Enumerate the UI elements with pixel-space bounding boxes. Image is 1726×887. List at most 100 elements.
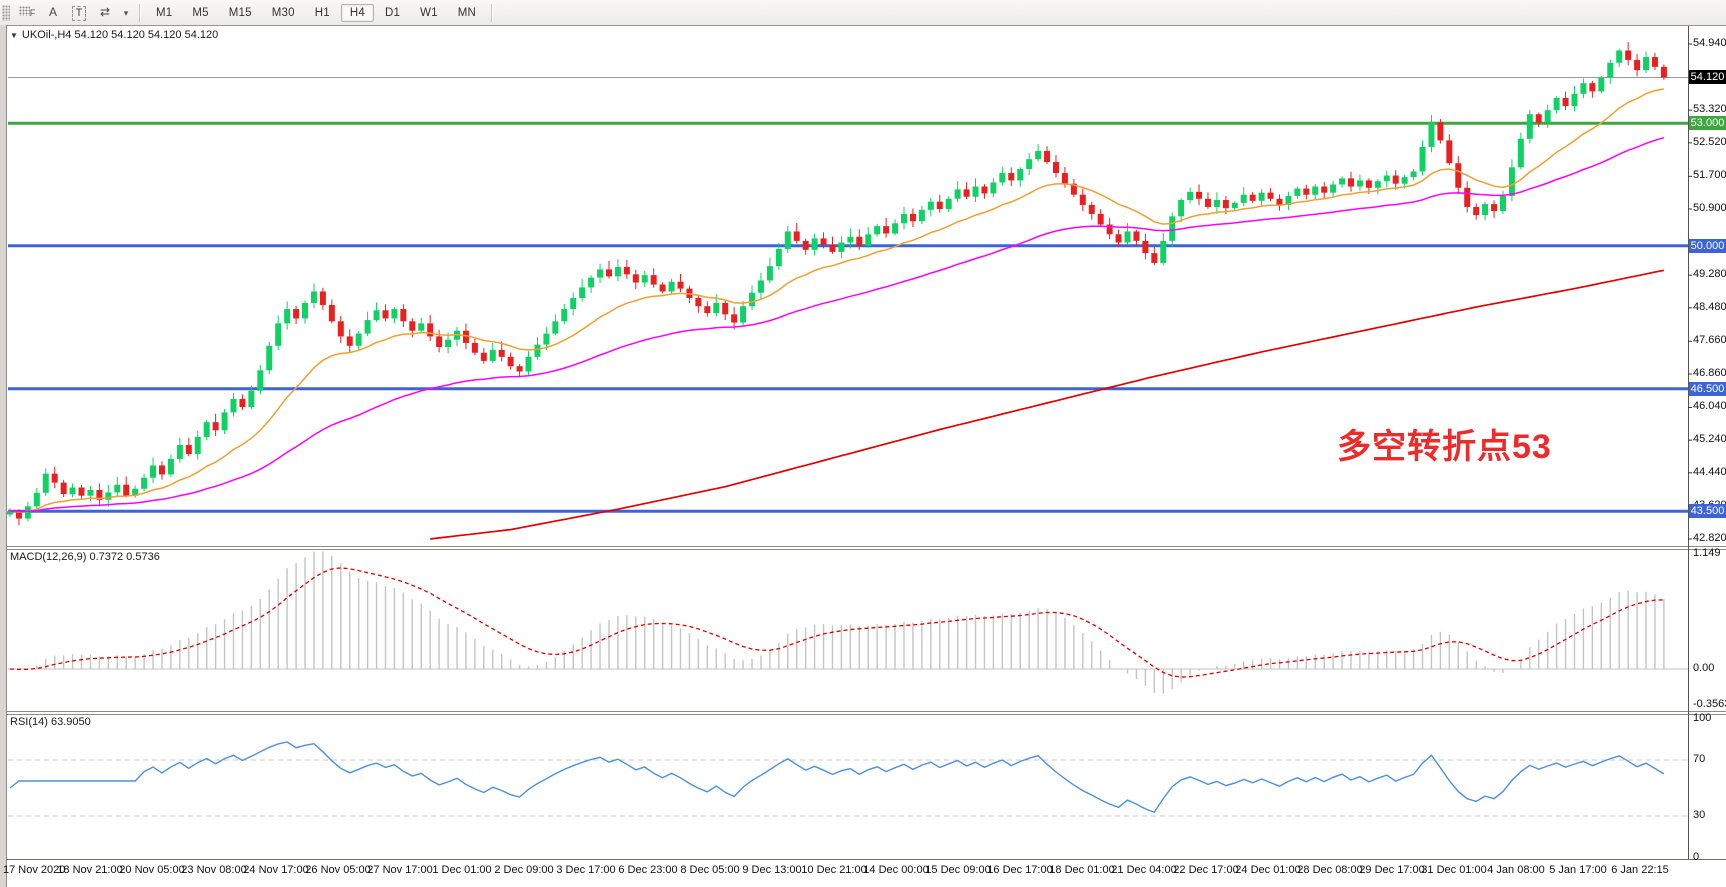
candle-body[interactable] — [1660, 66, 1667, 78]
candle-body[interactable] — [1160, 240, 1167, 263]
candle-body[interactable] — [150, 465, 157, 478]
candle-body[interactable] — [382, 310, 389, 319]
candle-body[interactable] — [141, 477, 148, 489]
candle-body[interactable] — [883, 226, 890, 234]
candle-body[interactable] — [1151, 253, 1158, 263]
candle-body[interactable] — [257, 370, 264, 391]
candle-body[interactable] — [87, 489, 94, 496]
timeframe-button-h1[interactable]: H1 — [314, 6, 330, 19]
candle-body[interactable] — [96, 489, 103, 500]
candle-body[interactable] — [570, 298, 577, 310]
candle-body[interactable] — [373, 310, 380, 321]
candle-body[interactable] — [534, 344, 541, 357]
candle-body[interactable] — [462, 330, 469, 343]
candle-body[interactable] — [1562, 97, 1569, 107]
candle-body[interactable] — [1070, 183, 1077, 195]
candle-body[interactable] — [310, 291, 317, 303]
candle-body[interactable] — [1392, 175, 1399, 184]
candle-body[interactable] — [1017, 168, 1024, 181]
candle-body[interactable] — [659, 284, 666, 292]
symbol-ohlc-line[interactable]: ▼ UKOil-,H4 54.120 54.120 54.120 54.120 — [10, 29, 218, 41]
candle-body[interactable] — [856, 236, 863, 246]
candle-body[interactable] — [319, 291, 326, 305]
candle-body[interactable] — [838, 242, 845, 252]
candle-body[interactable] — [230, 398, 237, 413]
candle-body[interactable] — [1061, 173, 1068, 184]
candle-body[interactable] — [33, 492, 40, 507]
candle-body[interactable] — [507, 356, 514, 367]
candle-body[interactable] — [284, 309, 291, 324]
candle-body[interactable] — [1598, 77, 1605, 92]
candle-body[interactable] — [1356, 180, 1363, 187]
candle-body[interactable] — [1294, 188, 1301, 196]
candle-body[interactable] — [1526, 114, 1533, 139]
candle-body[interactable] — [498, 349, 505, 357]
candle-body[interactable] — [1419, 146, 1426, 172]
candle-body[interactable] — [1571, 93, 1578, 107]
candle-body[interactable] — [418, 323, 425, 331]
candle-body[interactable] — [1544, 110, 1551, 123]
candle-body[interactable] — [784, 231, 791, 250]
candle-body[interactable] — [981, 186, 988, 194]
candle-body[interactable] — [829, 244, 836, 252]
candle-body[interactable] — [266, 345, 273, 371]
candle-body[interactable] — [1330, 184, 1337, 193]
candle-body[interactable] — [793, 231, 800, 241]
candle-body[interactable] — [552, 321, 559, 334]
candle-body[interactable] — [1464, 187, 1471, 207]
candle-body[interactable] — [1258, 192, 1265, 201]
candle-body[interactable] — [999, 173, 1006, 183]
candle-body[interactable] — [695, 298, 702, 307]
candle-body[interactable] — [1607, 62, 1614, 78]
candle-body[interactable] — [543, 333, 550, 345]
candle-body[interactable] — [346, 336, 353, 346]
candle-body[interactable] — [1321, 186, 1328, 193]
candle-body[interactable] — [820, 238, 827, 245]
candle-body[interactable] — [391, 309, 398, 319]
candle-body[interactable] — [1553, 97, 1560, 111]
candle-body[interactable] — [158, 465, 165, 475]
text-box-icon[interactable]: T — [68, 3, 90, 24]
candle-body[interactable] — [614, 266, 621, 277]
candle-body[interactable] — [802, 240, 809, 250]
candle-body[interactable] — [605, 269, 612, 277]
candle-body[interactable] — [42, 473, 49, 493]
candle-body[interactable] — [1008, 173, 1015, 181]
candle-body[interactable] — [114, 484, 121, 493]
candle-body[interactable] — [489, 349, 496, 361]
candle-body[interactable] — [275, 323, 282, 346]
candle-body[interactable] — [1446, 140, 1453, 164]
candle-body[interactable] — [51, 473, 58, 483]
candle-body[interactable] — [668, 281, 675, 292]
dropdown-caret-icon[interactable]: ▾ — [123, 8, 129, 19]
candle-body[interactable] — [1383, 175, 1390, 182]
candle-body[interactable] — [775, 249, 782, 267]
candle-body[interactable] — [1106, 224, 1113, 235]
candle-body[interactable] — [132, 488, 139, 496]
candle-body[interactable] — [918, 209, 925, 222]
candle-body[interactable] — [1267, 192, 1274, 199]
candle-body[interactable] — [1517, 138, 1524, 168]
candle-body[interactable] — [874, 226, 881, 235]
candle-body[interactable] — [1178, 200, 1185, 217]
timeframe-button-m5[interactable]: M5 — [192, 6, 209, 19]
candle-body[interactable] — [766, 266, 773, 281]
candle-body[interactable] — [525, 356, 532, 372]
candle-body[interactable] — [78, 487, 85, 496]
candle-body[interactable] — [105, 492, 112, 500]
timeframe-button-w1[interactable]: W1 — [420, 6, 438, 19]
candle-body[interactable] — [7, 511, 13, 515]
candle-body[interactable] — [1249, 194, 1256, 201]
candle-body[interactable] — [1339, 178, 1346, 185]
candle-body[interactable] — [1222, 200, 1229, 209]
candle-body[interactable] — [1115, 234, 1122, 243]
candle-body[interactable] — [69, 487, 76, 495]
candle-body[interactable] — [194, 436, 201, 455]
candle-body[interactable] — [1035, 151, 1042, 160]
candle-body[interactable] — [749, 292, 756, 307]
candle-body[interactable] — [901, 213, 907, 224]
candle-body[interactable] — [892, 223, 899, 234]
candle-body[interactable] — [203, 422, 210, 437]
candle-body[interactable] — [909, 213, 916, 222]
candle-body[interactable] — [588, 277, 595, 288]
